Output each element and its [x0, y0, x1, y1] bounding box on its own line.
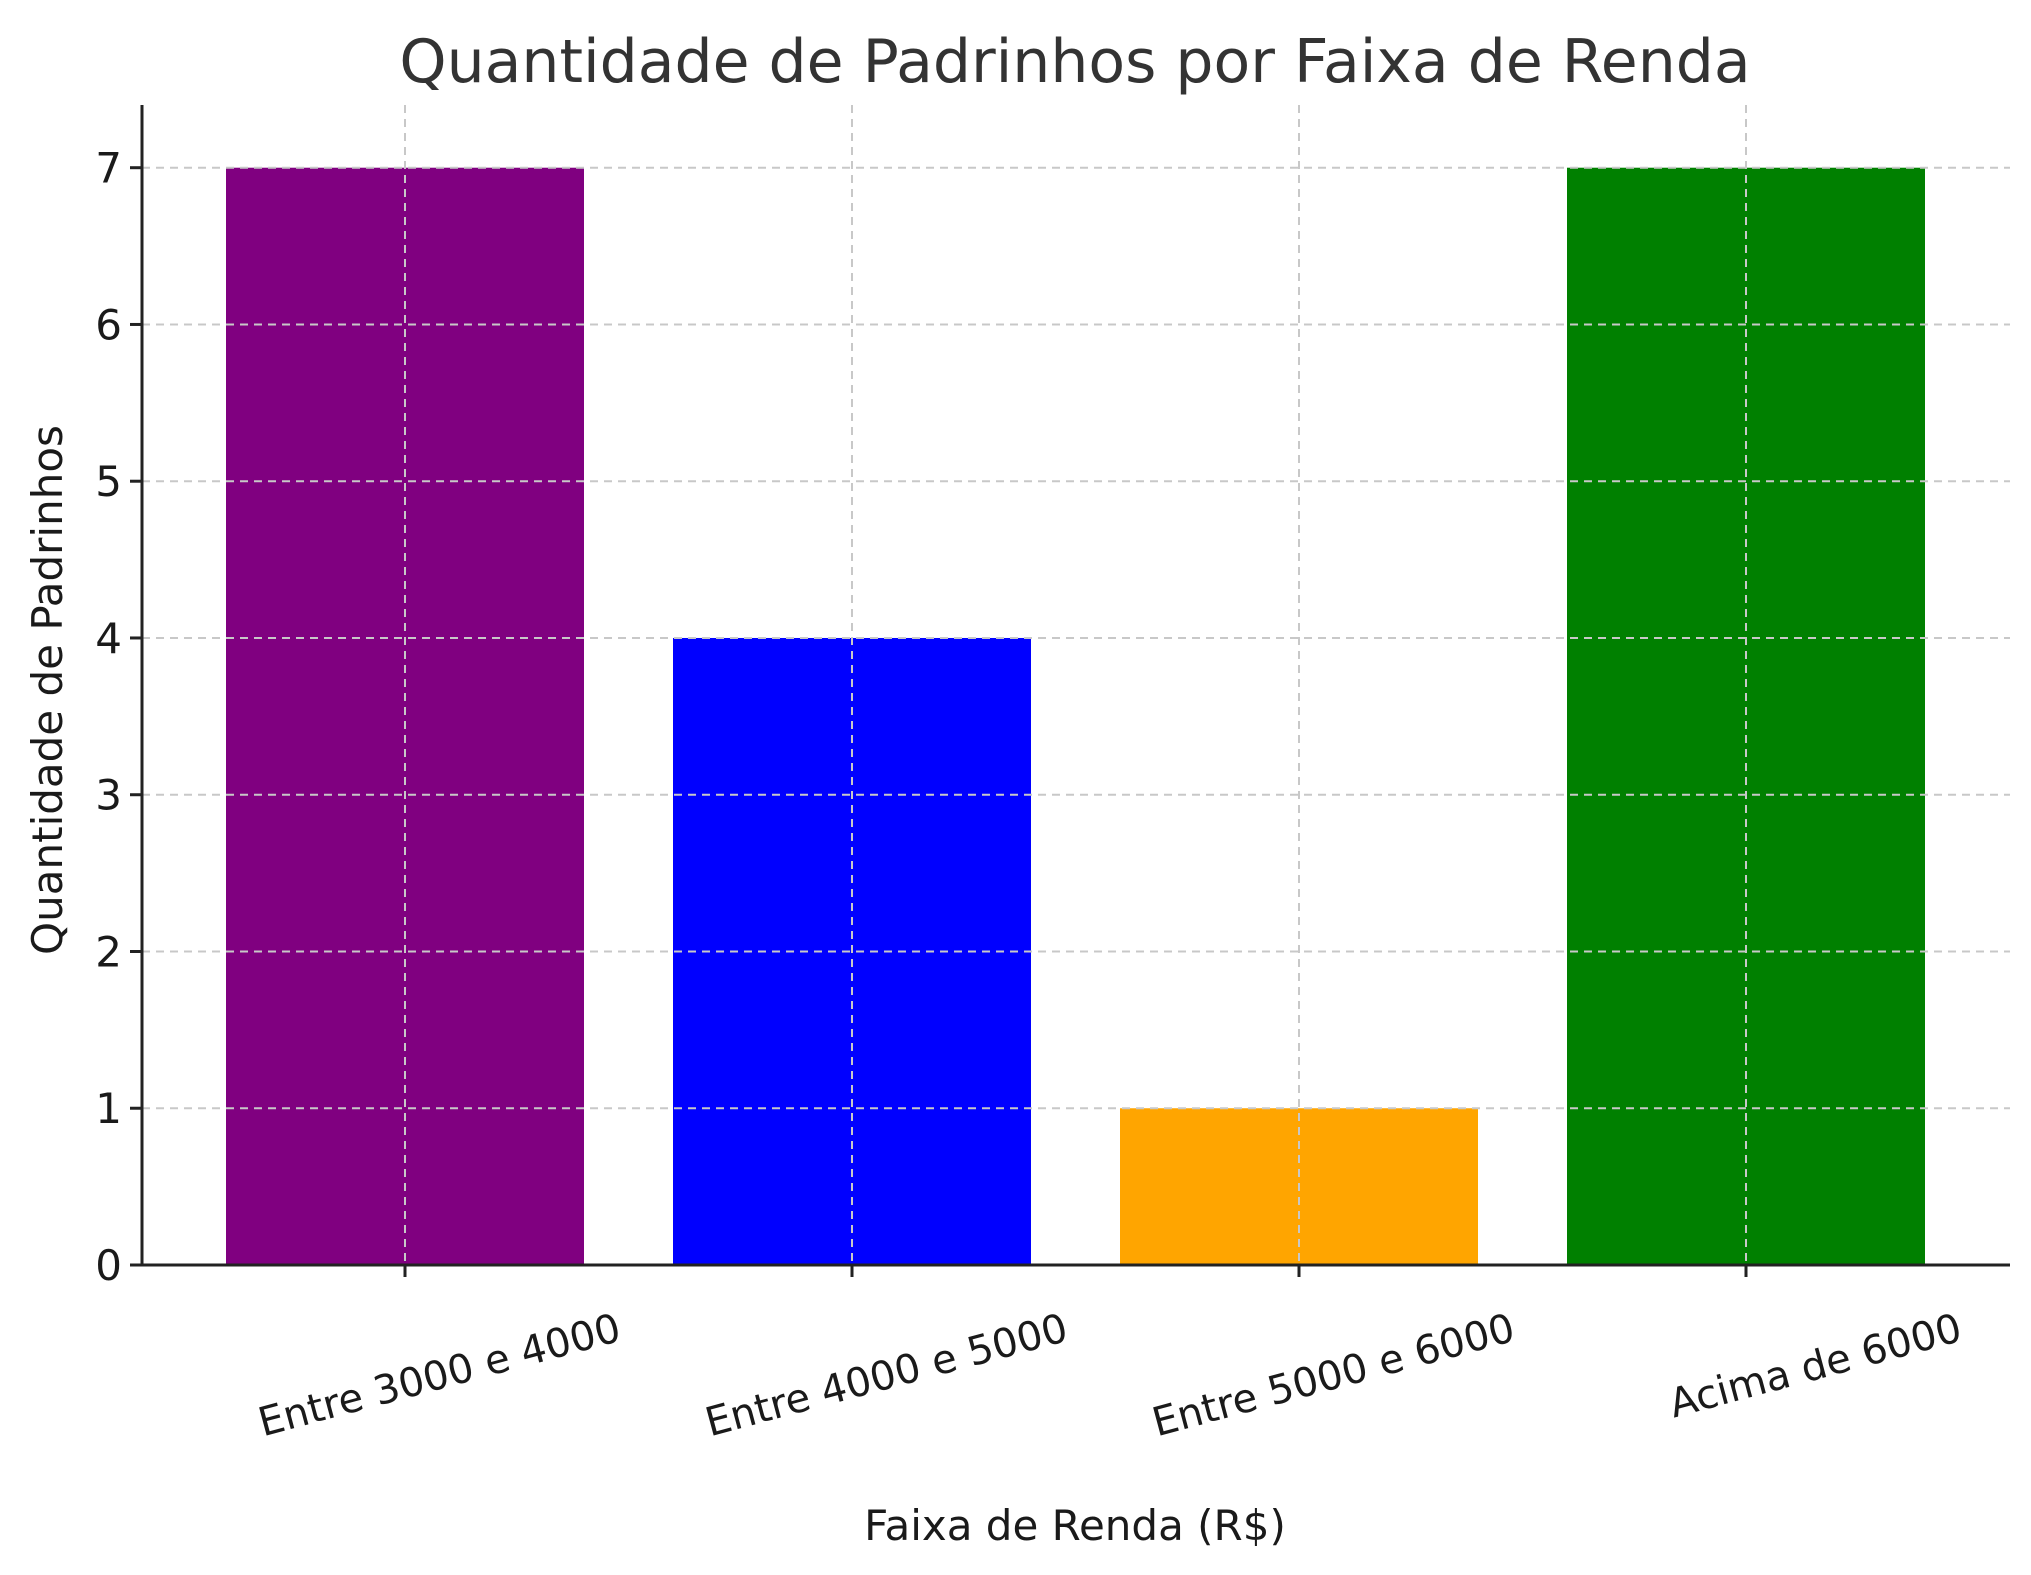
chart-title: Quantidade de Padrinhos por Faixa de Ren… — [399, 27, 1750, 97]
axes — [140, 105, 2010, 1267]
y-tick-label-7: 7 — [95, 144, 122, 193]
x-tick-label-4: Acima de 6000 — [1664, 1305, 1966, 1427]
y-tick-label-6: 6 — [95, 300, 122, 349]
y-tick-label-0: 0 — [95, 1241, 122, 1290]
x-tick-label-1: Entre 3000 e 4000 — [254, 1305, 626, 1446]
y-tick-label-5: 5 — [95, 457, 122, 506]
x-axis-label: Faixa de Renda (R$) — [864, 1501, 1286, 1550]
y-axis-label: Quantidade de Padrinhos — [23, 425, 72, 955]
y-tick-label-3: 3 — [95, 771, 122, 820]
x-tick-label-3: Entre 5000 e 6000 — [1148, 1305, 1520, 1446]
y-axis-ticks: 0 1 2 3 4 5 6 7 — [95, 144, 142, 1290]
x-tick-label-2: Entre 4000 e 5000 — [701, 1305, 1073, 1446]
y-tick-label-2: 2 — [95, 927, 122, 976]
y-tick-label-1: 1 — [95, 1084, 122, 1133]
bars — [142, 105, 2010, 1266]
y-tick-label-4: 4 — [95, 614, 122, 663]
x-axis-ticks: Entre 3000 e 4000 Entre 4000 e 5000 Entre … — [254, 1265, 1967, 1446]
